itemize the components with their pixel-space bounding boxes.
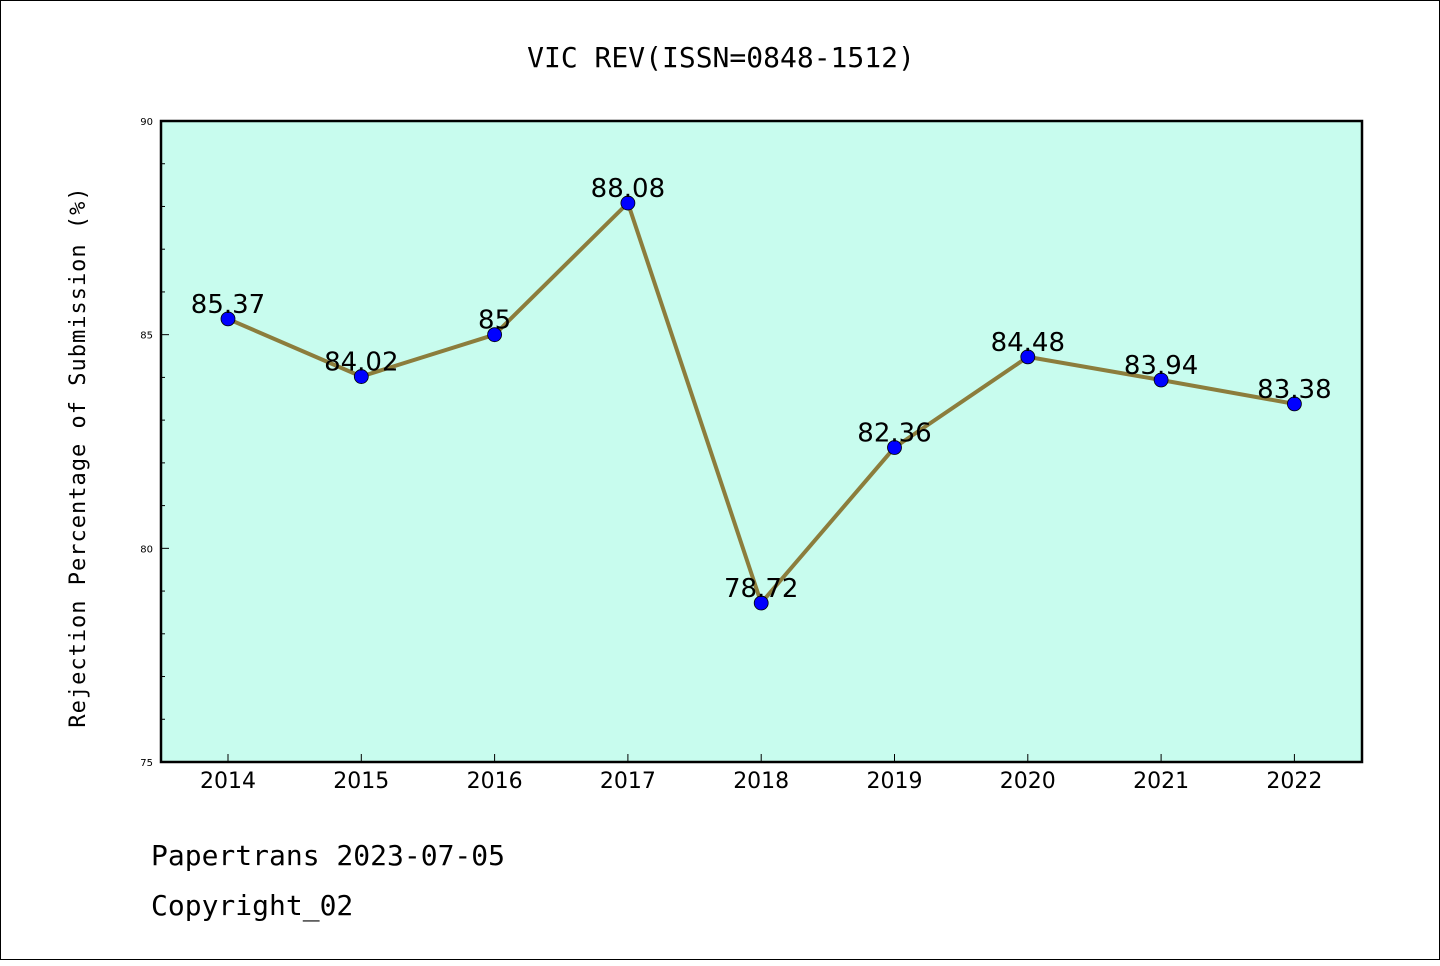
x-tick-label: 2017 bbox=[600, 769, 656, 794]
x-tick-label: 2018 bbox=[733, 769, 789, 794]
x-tick-label: 2019 bbox=[867, 769, 923, 794]
y-tick-label: 90 bbox=[140, 117, 153, 128]
plot-area bbox=[159, 119, 1364, 764]
data-label-2015: 84.02 bbox=[324, 348, 398, 378]
data-point-2019 bbox=[887, 440, 902, 455]
data-point-2020 bbox=[1020, 349, 1036, 365]
footer-copyright: Copyright_02 bbox=[151, 889, 353, 923]
data-point-2022 bbox=[1287, 396, 1302, 412]
x-tick-label: 2022 bbox=[1266, 769, 1322, 794]
data-point-2016 bbox=[487, 327, 503, 343]
data-label-2016: 85 bbox=[478, 306, 511, 336]
y-tick-label: 75 bbox=[140, 758, 153, 769]
data-label-2022: 83.38 bbox=[1257, 375, 1331, 405]
data-label-2019: 82.36 bbox=[857, 418, 931, 448]
x-tick-label: 2014 bbox=[200, 769, 256, 794]
x-tick-label: 2016 bbox=[467, 769, 523, 794]
x-tick-label: 2021 bbox=[1133, 769, 1189, 794]
data-labels: 85.37 84.02 85 88.08 78.72 82.36 84.48 83.94 83.… bbox=[191, 174, 1332, 604]
data-label-2017: 88.08 bbox=[591, 174, 665, 204]
footer-date: Papertrans 2023-07-05 bbox=[151, 839, 505, 872]
y-axis-ticks: 75 80 85 90 bbox=[140, 117, 169, 769]
x-tick-label: 2015 bbox=[333, 769, 389, 794]
data-label-2018: 78.72 bbox=[724, 574, 798, 604]
data-point-2014 bbox=[220, 311, 236, 327]
y-tick-label: 80 bbox=[140, 544, 153, 555]
data-label-2014: 85.37 bbox=[191, 290, 265, 320]
y-tick-label: 85 bbox=[140, 331, 153, 342]
data-point-2015 bbox=[353, 369, 369, 384]
data-label-2020: 84.48 bbox=[991, 328, 1065, 358]
x-tick-label: 2020 bbox=[1000, 769, 1056, 794]
chart-title: VIC REV(ISSN=0848-1512) bbox=[527, 41, 915, 74]
y-axis-label: Rejection Percentage of Submission (%) bbox=[66, 186, 91, 727]
data-markers bbox=[220, 195, 1302, 611]
data-point-2018 bbox=[753, 595, 769, 611]
x-axis-ticks: 2014 2015 2016 2017 2018 2019 2020 2021 2022 bbox=[200, 754, 1322, 794]
data-point-2021 bbox=[1153, 372, 1169, 388]
data-label-2021: 83.94 bbox=[1124, 351, 1198, 381]
data-point-2017 bbox=[620, 195, 636, 211]
